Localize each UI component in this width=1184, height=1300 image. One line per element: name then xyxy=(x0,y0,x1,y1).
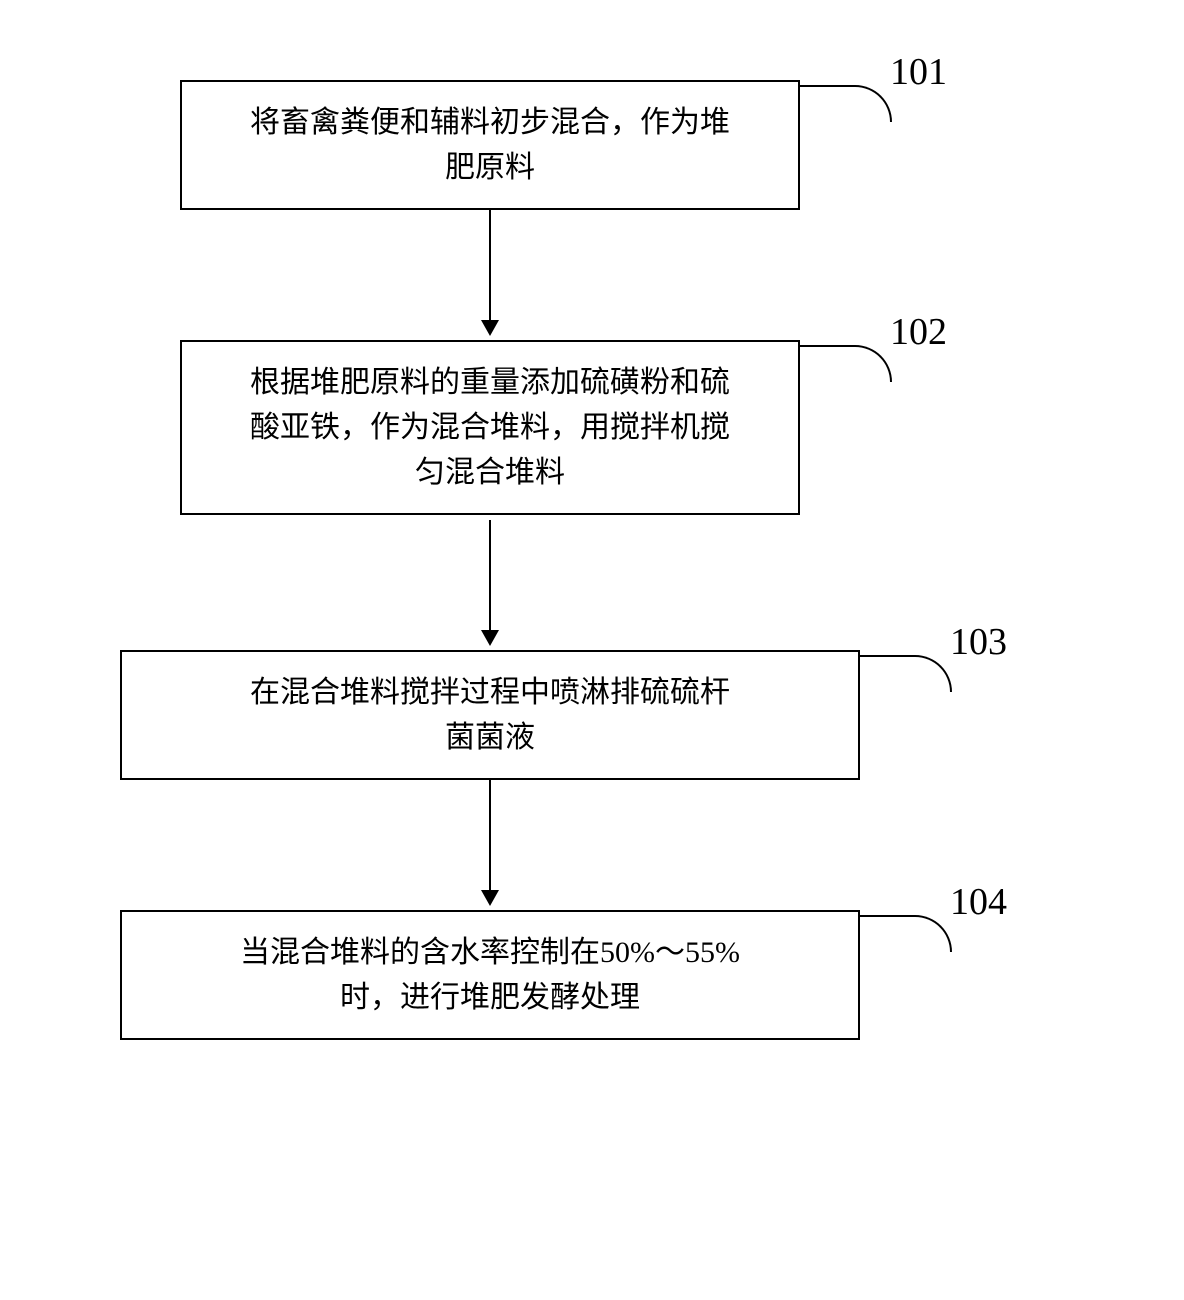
flow-edge xyxy=(489,210,491,320)
text-line: 时，进行堆肥发酵处理 xyxy=(340,981,640,1014)
text-line: 肥原料 xyxy=(445,151,535,184)
node-text: 根据堆肥原料的重量添加硫磺粉和硫 酸亚铁，作为混合堆料，用搅拌机搅 匀混合堆料 xyxy=(250,360,730,495)
node-text: 当混合堆料的含水率控制在50%～55% 时，进行堆肥发酵处理 xyxy=(240,930,740,1020)
node-label-102: 102 xyxy=(890,310,947,354)
text-line: 在混合堆料搅拌过程中喷淋排硫硫杆 xyxy=(250,676,730,709)
arrowhead-icon xyxy=(481,890,499,906)
arrowhead-icon xyxy=(481,320,499,336)
label-connector xyxy=(860,915,952,952)
flow-node-104: 当混合堆料的含水率控制在50%～55% 时，进行堆肥发酵处理 xyxy=(120,910,860,1040)
text-line: 当混合堆料的含水率控制在50%～55% xyxy=(240,936,740,969)
label-connector xyxy=(800,85,892,122)
node-label-104: 104 xyxy=(950,880,1007,924)
flow-edge xyxy=(489,780,491,890)
arrowhead-icon xyxy=(481,630,499,646)
flow-node-102: 根据堆肥原料的重量添加硫磺粉和硫 酸亚铁，作为混合堆料，用搅拌机搅 匀混合堆料 xyxy=(180,340,800,515)
text-line: 酸亚铁，作为混合堆料，用搅拌机搅 xyxy=(250,411,730,444)
node-label-101: 101 xyxy=(890,50,947,94)
node-text: 在混合堆料搅拌过程中喷淋排硫硫杆 菌菌液 xyxy=(250,670,730,760)
flow-node-103: 在混合堆料搅拌过程中喷淋排硫硫杆 菌菌液 xyxy=(120,650,860,780)
label-connector xyxy=(800,345,892,382)
node-label-103: 103 xyxy=(950,620,1007,664)
text-line: 匀混合堆料 xyxy=(415,456,565,489)
flow-edge xyxy=(489,520,491,630)
text-line: 将畜禽粪便和辅料初步混合，作为堆 xyxy=(250,106,730,139)
node-text: 将畜禽粪便和辅料初步混合，作为堆 肥原料 xyxy=(250,100,730,190)
label-connector xyxy=(860,655,952,692)
text-line: 根据堆肥原料的重量添加硫磺粉和硫 xyxy=(250,366,730,399)
text-line: 菌菌液 xyxy=(445,721,535,754)
flow-node-101: 将畜禽粪便和辅料初步混合，作为堆 肥原料 xyxy=(180,80,800,210)
